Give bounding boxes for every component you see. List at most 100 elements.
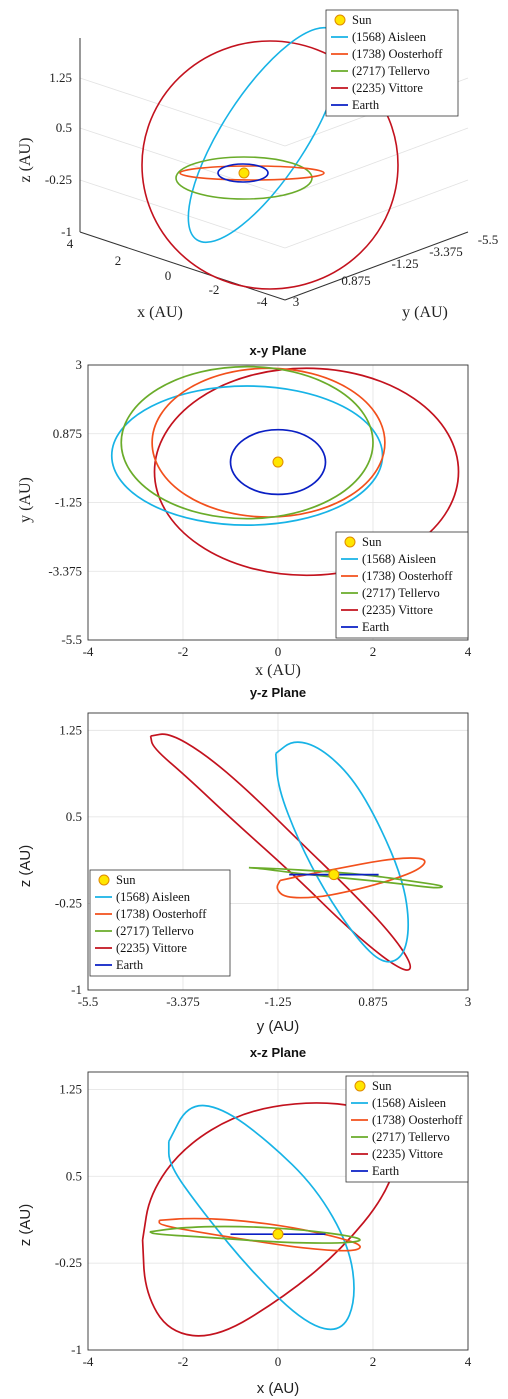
- legend-sun-swatch: [354, 1080, 366, 1092]
- grid-3d-zline: [284, 127, 469, 197]
- x-tick-label-3d: 4: [67, 236, 74, 251]
- legend-aisleen-label: (1568) Aisleen: [352, 30, 427, 44]
- y-tick-label-3d: -1.25: [391, 256, 418, 271]
- y-tick-label: -0.25: [55, 895, 82, 910]
- y-tick-label: 1.25: [59, 722, 82, 737]
- z-tick-label: 0.5: [56, 120, 72, 135]
- legend-box: [89, 869, 231, 977]
- x-tick-label-3d: 0: [165, 268, 172, 283]
- plot-box: [87, 1071, 469, 1351]
- legend-vittore-label: (2235) Vittore: [372, 1147, 443, 1161]
- panel-yz-plot: [149, 733, 443, 971]
- sun-marker-3d: [238, 167, 250, 179]
- legend-sun-label: Sun: [116, 873, 136, 887]
- panel-3d-axes: [79, 38, 469, 301]
- legend-sun-label: Sun: [372, 1079, 392, 1093]
- sun-marker: [272, 1228, 284, 1240]
- y-axis-line: [284, 231, 469, 301]
- panel-xy-plot: [110, 365, 460, 577]
- y-tick-label: 3: [76, 357, 83, 372]
- x-tick-label: 4: [465, 1354, 472, 1369]
- legend-tellervo-label: (2717) Tellervo: [352, 64, 430, 78]
- legend-sun-swatch: [98, 874, 110, 886]
- panel-3d: 1.25 0.5 -0.25 -14 2 0 -2 -4 3 0.875 -1.25 -3.375 -5…: [17, 9, 498, 321]
- earth-orbit-3d: [217, 163, 269, 183]
- tellervo-orbit-3d: [175, 156, 313, 200]
- legend-oosterhoff-label: (1738) Oosterhoff: [116, 907, 207, 921]
- sun-marker: [328, 869, 340, 881]
- aisleen-orbit: [167, 1104, 355, 1331]
- panel-xy: x-y Plane -4 -2 0 2 4 3 0.875 -1.25 -3.375 -5.5 x…: [17, 343, 472, 679]
- x-tick-label: 3: [465, 994, 472, 1009]
- z-axis-label: z (AU): [17, 138, 34, 183]
- x-axis-label-3d: x (AU): [137, 304, 183, 321]
- y-tick-label: -3.375: [48, 563, 82, 578]
- y-tick-label: -5.5: [61, 632, 82, 647]
- x-tick-label-3d: -2: [209, 282, 220, 297]
- legend-sun-label: Sun: [362, 535, 382, 549]
- legend-tellervo-label: (2717) Tellervo: [116, 924, 194, 938]
- panel-xz: x-z Plane -4 -2 0 2 4 1.25 0.5 -0.25 -1 x (AU) z…: [17, 1045, 472, 1397]
- legend-sun-swatch: [334, 14, 346, 26]
- aisleen-orbit: [274, 741, 410, 963]
- panel-yz: y-z Plane -5.5 -3.375 -1.25 0.875 3 1.25 0.5 -0…: [17, 685, 471, 1035]
- oosterhoff-orbit: [158, 1217, 361, 1252]
- tellervo-orbit: [149, 1225, 361, 1244]
- panel-xy-xlabel: x (AU): [255, 662, 301, 679]
- y-tick-label-3d: 3: [293, 294, 300, 309]
- x-tick-label: 4: [465, 644, 472, 659]
- y-tick-label: -0.25: [55, 1255, 82, 1270]
- plot-box: [87, 364, 469, 641]
- grid-3d-zline: [284, 179, 469, 249]
- y-tick-label: 0.875: [53, 426, 82, 441]
- earth-orbit: [229, 428, 327, 496]
- y-tick-label: 0.5: [66, 1168, 82, 1183]
- oosterhoff-orbit: [151, 367, 386, 518]
- legend-earth-label: Earth: [116, 958, 144, 972]
- vittore-orbit-3d: [141, 40, 399, 290]
- y-tick-label: -1: [71, 982, 82, 997]
- y-axis-label-3d: y (AU): [402, 304, 448, 321]
- y-tick-label-3d: -3.375: [429, 244, 463, 259]
- legend-vittore-label: (2235) Vittore: [362, 603, 433, 617]
- legend-box: [335, 531, 469, 639]
- z-tick-label: -1: [61, 224, 72, 239]
- panel-yz-xlabel: y (AU): [257, 1018, 300, 1035]
- legend-box: [325, 9, 459, 117]
- x-tick-label: 0: [275, 644, 282, 659]
- legend-oosterhoff-label: (1738) Oosterhoff: [352, 47, 443, 61]
- y-tick-label: -1: [71, 1342, 82, 1357]
- plot-box: [87, 712, 469, 991]
- legend-earth-label: Earth: [352, 98, 380, 112]
- y-tick-label-3d: -5.5: [478, 232, 499, 247]
- legend-tellervo-label: (2717) Tellervo: [372, 1130, 450, 1144]
- panel-xy-ticks: -4 -2 0 2 4 3 0.875 -1.25 -3.375 -5.5: [48, 357, 471, 659]
- x-tick-label: -1.25: [264, 994, 291, 1009]
- vittore-orbit: [153, 367, 460, 577]
- z-tick-label: 1.25: [49, 70, 72, 85]
- y-tick-label: 0.5: [66, 809, 82, 824]
- panel-3d-ticks: 1.25 0.5 -0.25 -14 2 0 -2 -4 3 0.875 -1.25 -3.375 -5…: [45, 70, 498, 309]
- legend-aisleen-label: (1568) Aisleen: [372, 1096, 447, 1110]
- y-tick-label-3d: 0.875: [341, 273, 370, 288]
- grid-3d-zline: [79, 179, 286, 249]
- x-tick-label: -2: [178, 1354, 189, 1369]
- legend-xz: Sun (1568) Aisleen (1738) Oosterhoff (2717)…: [345, 1075, 469, 1183]
- tellervo-orbit: [120, 365, 374, 520]
- z-tick-label: -0.25: [45, 172, 72, 187]
- panel-xy-title: x-y Plane: [249, 343, 306, 358]
- x-tick-label: 0.875: [358, 994, 387, 1009]
- sun-marker: [272, 456, 284, 468]
- y-tick-label: -1.25: [55, 495, 82, 510]
- x-tick-label: -2: [178, 644, 189, 659]
- legend-vittore-label: (2235) Vittore: [116, 941, 187, 955]
- legend-sun-label: Sun: [352, 13, 372, 27]
- x-tick-label: -4: [83, 644, 94, 659]
- x-tick-label: 2: [370, 1354, 377, 1369]
- y-tick-label: 1.25: [59, 1081, 82, 1096]
- tellervo-orbit: [248, 866, 443, 889]
- x-tick-label-3d: -4: [257, 294, 268, 309]
- legend-oosterhoff-label: (1738) Oosterhoff: [372, 1113, 463, 1127]
- aisleen-orbit: [110, 385, 384, 526]
